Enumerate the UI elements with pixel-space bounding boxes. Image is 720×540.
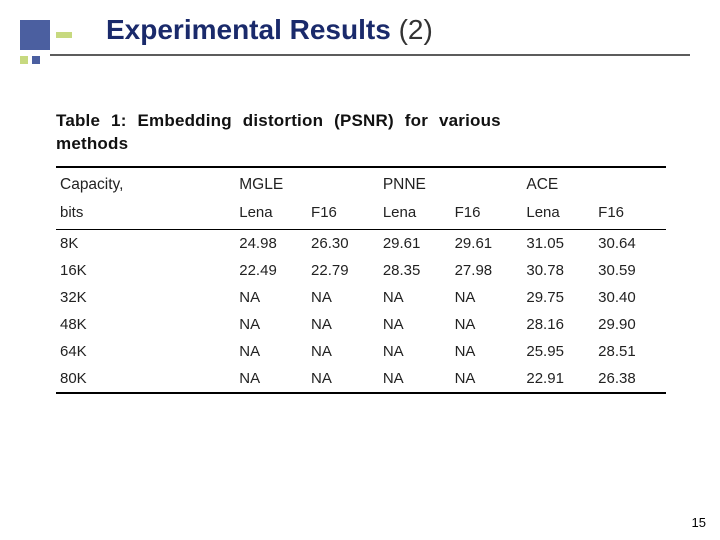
val-cell: NA: [235, 365, 307, 393]
val-cell: 24.98: [235, 229, 307, 257]
val-cell: NA: [451, 338, 523, 365]
val-cell: 31.05: [522, 229, 594, 257]
content-region: Table 1: Embedding distortion (PSNR) for…: [56, 110, 666, 394]
val-cell: NA: [235, 311, 307, 338]
title-underline: [50, 54, 690, 56]
subcol: F16: [307, 199, 379, 230]
val-cell: NA: [379, 284, 451, 311]
val-cell: NA: [235, 338, 307, 365]
val-cell: 29.61: [451, 229, 523, 257]
val-cell: NA: [307, 284, 379, 311]
subcol: Lena: [522, 199, 594, 230]
accent-dot-1-icon: [20, 56, 28, 64]
val-cell: NA: [379, 311, 451, 338]
val-cell: NA: [235, 284, 307, 311]
col-capacity-sub: bits: [56, 199, 235, 230]
val-cell: 26.30: [307, 229, 379, 257]
val-cell: 28.35: [379, 257, 451, 284]
val-cell: 29.90: [594, 311, 666, 338]
cap-cell: 16K: [56, 257, 235, 284]
slide-header: Experimental Results (2): [0, 0, 720, 66]
cap-cell: 8K: [56, 229, 235, 257]
cap-cell: 64K: [56, 338, 235, 365]
table-row: 8K 24.98 26.30 29.61 29.61 31.05 30.64: [56, 229, 666, 257]
subcol: F16: [451, 199, 523, 230]
subcol: F16: [594, 199, 666, 230]
table-row: 32K NA NA NA NA 29.75 30.40: [56, 284, 666, 311]
val-cell: NA: [451, 284, 523, 311]
accent-dot-2-icon: [32, 56, 40, 64]
val-cell: 22.91: [522, 365, 594, 393]
val-cell: NA: [307, 365, 379, 393]
val-cell: 28.51: [594, 338, 666, 365]
results-table: Capacity, MGLE PNNE ACE bits Lena F16 Le…: [56, 166, 666, 394]
col-group-mgle: MGLE: [235, 167, 379, 199]
col-capacity-header: Capacity,: [56, 167, 235, 199]
table-row: 80K NA NA NA NA 22.91 26.38: [56, 365, 666, 393]
slide-title: Experimental Results (2): [106, 14, 433, 46]
val-cell: 22.79: [307, 257, 379, 284]
cap-cell: 80K: [56, 365, 235, 393]
val-cell: 29.75: [522, 284, 594, 311]
val-cell: NA: [451, 311, 523, 338]
accent-square-icon: [20, 20, 50, 50]
val-cell: 30.59: [594, 257, 666, 284]
slide-title-main: Experimental Results: [106, 14, 391, 45]
table-row: 16K 22.49 22.79 28.35 27.98 30.78 30.59: [56, 257, 666, 284]
val-cell: 30.64: [594, 229, 666, 257]
subcol: Lena: [235, 199, 307, 230]
val-cell: 30.40: [594, 284, 666, 311]
val-cell: 28.16: [522, 311, 594, 338]
table-subheader-row: bits Lena F16 Lena F16 Lena F16: [56, 199, 666, 230]
table-row: 48K NA NA NA NA 28.16 29.90: [56, 311, 666, 338]
table-row: 64K NA NA NA NA 25.95 28.51: [56, 338, 666, 365]
val-cell: NA: [451, 365, 523, 393]
cap-cell: 32K: [56, 284, 235, 311]
slide-title-paren: (2): [399, 14, 433, 45]
table-header-row: Capacity, MGLE PNNE ACE: [56, 167, 666, 199]
accent-dash-icon: [56, 32, 72, 38]
val-cell: 29.61: [379, 229, 451, 257]
col-group-ace: ACE: [522, 167, 666, 199]
page-number: 15: [692, 515, 706, 530]
val-cell: 26.38: [594, 365, 666, 393]
val-cell: 25.95: [522, 338, 594, 365]
val-cell: NA: [379, 338, 451, 365]
col-group-pnne: PNNE: [379, 167, 523, 199]
val-cell: NA: [307, 311, 379, 338]
val-cell: NA: [379, 365, 451, 393]
val-cell: 30.78: [522, 257, 594, 284]
val-cell: NA: [307, 338, 379, 365]
cap-cell: 48K: [56, 311, 235, 338]
val-cell: 27.98: [451, 257, 523, 284]
subcol: Lena: [379, 199, 451, 230]
caption-line1: Table 1: Embedding distortion (PSNR) for…: [56, 111, 501, 130]
caption-line2: methods: [56, 134, 128, 153]
val-cell: 22.49: [235, 257, 307, 284]
table-caption: Table 1: Embedding distortion (PSNR) for…: [56, 110, 666, 156]
